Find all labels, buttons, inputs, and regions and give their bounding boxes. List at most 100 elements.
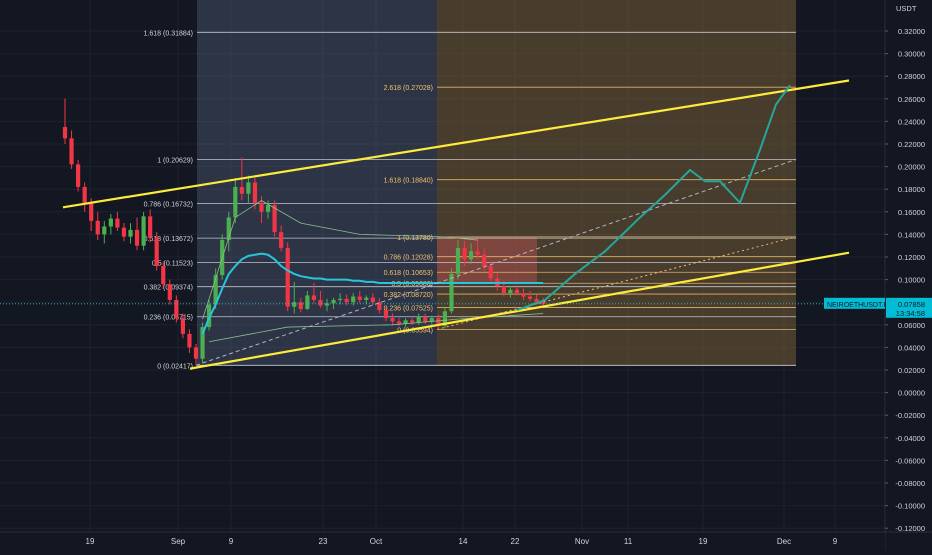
- candle-body: [318, 299, 323, 306]
- channel-lower-line: [189, 251, 850, 370]
- candle-body: [508, 289, 513, 294]
- candle-body: [200, 327, 205, 359]
- dashed-trend-1: [195, 282, 438, 366]
- price-tick-label: 0.10000: [898, 276, 925, 285]
- fib2-level-label: 2.618 (0.27028): [384, 85, 433, 92]
- candle-body: [488, 266, 493, 279]
- candle-body: [416, 316, 421, 323]
- candle-body: [108, 218, 113, 227]
- fib2-level-label: 0.236 (0.07525): [384, 306, 433, 313]
- price-tick-label: -0.10000: [895, 502, 925, 511]
- candle-body: [76, 164, 81, 187]
- candle-body: [514, 289, 520, 294]
- candle-body: [351, 296, 356, 303]
- symbol-badge: [824, 297, 885, 309]
- fib1-level-label: 0.236 (0.06715): [144, 315, 193, 322]
- candle-body: [95, 220, 100, 235]
- fib2-level-label: 0.5 (0.09680): [391, 281, 433, 288]
- time-tick-label: 22: [511, 537, 520, 546]
- candle-body: [115, 218, 120, 228]
- time-axis-bg: [0, 532, 885, 550]
- candle-body: [193, 347, 199, 359]
- candle-body: [279, 232, 284, 248]
- candle-body: [134, 229, 140, 246]
- time-tick-label: Nov: [575, 537, 589, 546]
- price-tick-label: 0.30000: [898, 50, 925, 59]
- price-tick-label: 0.06000: [898, 321, 925, 330]
- candle-body: [370, 297, 375, 303]
- time-tick-label: 19: [86, 537, 95, 546]
- candle-body: [423, 316, 428, 322]
- price-tick-label: 0.12000: [898, 253, 925, 262]
- price-tick-label: -0.02000: [895, 411, 925, 420]
- candle-body: [442, 311, 447, 326]
- fib2-level-label: 0.786 (0.12028): [384, 255, 433, 262]
- candle-body: [364, 297, 369, 300]
- price-tick-label: -0.04000: [895, 434, 925, 443]
- fib1-level-label: 1.618 (0.31884): [144, 30, 193, 37]
- price-tick-label: 0.32000: [898, 27, 925, 36]
- price-tick-label: 0.22000: [898, 140, 925, 149]
- candle-body: [344, 298, 349, 303]
- candle-body: [455, 247, 461, 274]
- candle-body: [285, 247, 290, 307]
- candle-body: [482, 254, 487, 267]
- currency-label: USDT: [896, 4, 917, 13]
- price-tick-label: 0.16000: [898, 208, 925, 217]
- fib2-level-label: 0 (0.05594): [397, 327, 433, 334]
- candle-body: [357, 296, 362, 300]
- projection-path: [516, 84, 791, 312]
- price-tick-label: 0.04000: [898, 343, 925, 352]
- candle-body: [69, 138, 74, 165]
- dashed-trend-2: [436, 159, 797, 284]
- candle-body: [252, 182, 258, 203]
- price-tick-label: 0.28000: [898, 72, 925, 81]
- fib1-level-label: 0.618 (0.13672): [144, 236, 193, 243]
- target-box-red: [437, 236, 537, 284]
- candle-body: [501, 286, 506, 294]
- price-tick-label: 0.02000: [898, 366, 925, 375]
- candle-body: [213, 275, 218, 305]
- candle-body: [469, 251, 474, 260]
- candle-body: [121, 227, 127, 237]
- time-tick-label: Oct: [370, 537, 383, 546]
- candle-body: [383, 310, 389, 319]
- candle-body: [82, 186, 87, 203]
- fib1-level-label: 0.5 (0.11523): [152, 260, 193, 267]
- price-tick-label: 0.24000: [898, 117, 925, 126]
- candle-body: [436, 318, 441, 326]
- candle-body: [534, 298, 539, 303]
- candle-body: [161, 266, 166, 285]
- price-tick-label: 0.20000: [898, 163, 925, 172]
- candle-body: [187, 333, 192, 348]
- candle-body: [403, 320, 408, 324]
- candle-body: [298, 302, 303, 309]
- fib2-level-label: 1.618 (0.18840): [384, 178, 433, 185]
- candle-body: [462, 247, 467, 260]
- candle-body: [174, 299, 179, 319]
- candle-body: [396, 321, 402, 324]
- price-tick-label: 0.00000: [898, 389, 925, 398]
- fib2-level-label: 0.618 (0.10653): [384, 270, 433, 277]
- candle-body: [259, 202, 264, 212]
- candle-body: [154, 237, 159, 267]
- price-tick-label: -0.06000: [895, 456, 925, 465]
- price-axis-bg: [885, 0, 932, 550]
- time-tick-label: 14: [459, 537, 468, 546]
- fib1-level-label: 1 (0.20629): [157, 157, 193, 164]
- price-tick-label: -0.08000: [895, 479, 925, 488]
- time-tick-label: 9: [833, 537, 838, 546]
- time-tick-label: Sep: [171, 537, 186, 546]
- price-tick-label: 0.14000: [898, 230, 925, 239]
- candle-body: [141, 216, 146, 246]
- candle-body: [167, 284, 172, 300]
- candle-body: [272, 205, 277, 233]
- candle-body: [233, 186, 238, 218]
- candle-body: [148, 216, 153, 238]
- overlay-lines: [0, 79, 885, 370]
- candle-body: [180, 318, 185, 334]
